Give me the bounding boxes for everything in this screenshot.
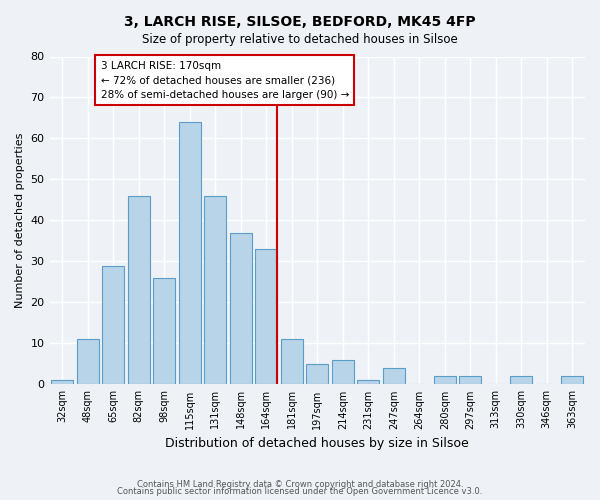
Y-axis label: Number of detached properties: Number of detached properties [15,133,25,308]
Bar [77,340,98,384]
Bar [383,368,404,384]
Text: Size of property relative to detached houses in Silsoe: Size of property relative to detached ho… [142,32,458,46]
Bar [562,376,583,384]
Bar [434,376,455,384]
Bar [256,249,277,384]
Bar [460,376,481,384]
Text: 3 LARCH RISE: 170sqm
← 72% of detached houses are smaller (236)
28% of semi-deta: 3 LARCH RISE: 170sqm ← 72% of detached h… [101,60,349,100]
X-axis label: Distribution of detached houses by size in Silsoe: Distribution of detached houses by size … [166,437,469,450]
Bar [281,340,302,384]
Bar [128,196,149,384]
Bar [154,278,175,384]
Bar [230,233,251,384]
Bar [179,122,200,384]
Bar [307,364,328,384]
Bar [205,196,226,384]
Text: 3, LARCH RISE, SILSOE, BEDFORD, MK45 4FP: 3, LARCH RISE, SILSOE, BEDFORD, MK45 4FP [124,15,476,29]
Bar [358,380,379,384]
Bar [332,360,353,384]
Bar [511,376,532,384]
Bar [52,380,73,384]
Bar [103,266,124,384]
Text: Contains public sector information licensed under the Open Government Licence v3: Contains public sector information licen… [118,487,482,496]
Text: Contains HM Land Registry data © Crown copyright and database right 2024.: Contains HM Land Registry data © Crown c… [137,480,463,489]
